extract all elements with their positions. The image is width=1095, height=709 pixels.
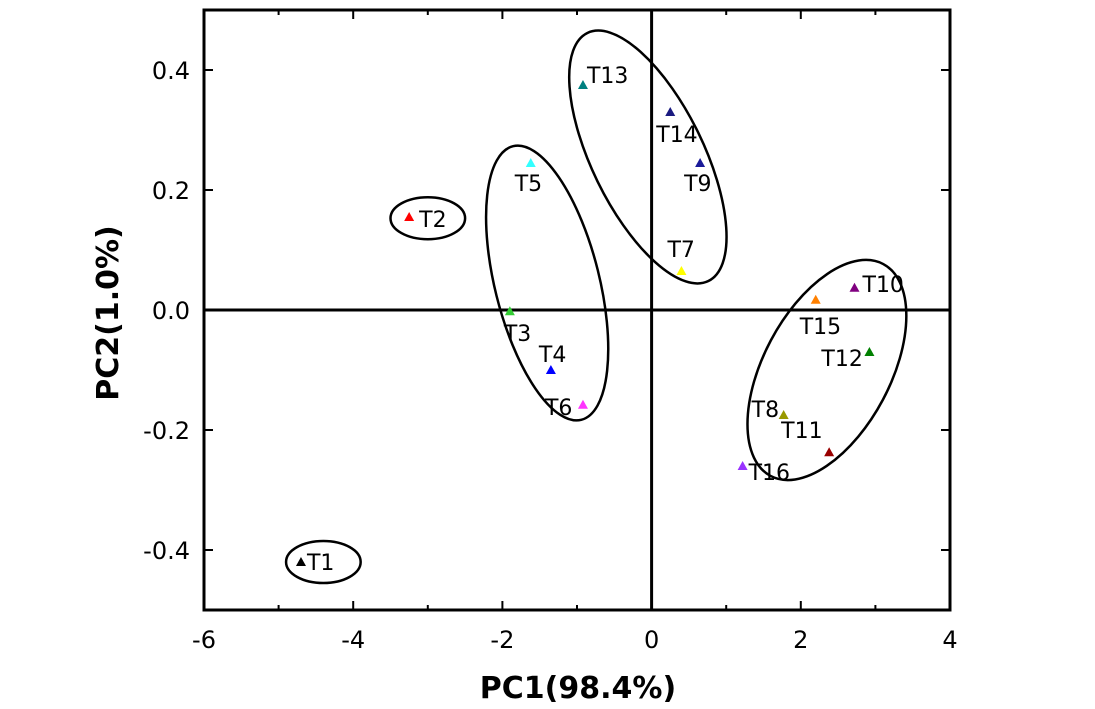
point-marker [404, 212, 415, 221]
group-ellipse [746, 258, 908, 482]
point-label: T2 [418, 208, 446, 233]
point-marker [737, 461, 748, 470]
x-tick-label: 4 [942, 626, 957, 654]
point-label: T13 [586, 64, 628, 89]
point-label: T4 [538, 343, 566, 368]
axis-ticks: -6 -4 -2 0 2 4 -0.4 -0.2 0.0 0.2 0.4 [143, 10, 958, 654]
group-ellipse [284, 539, 362, 585]
y-axis-title: PC2(1.0%) [91, 225, 126, 401]
x-tick-label: -2 [490, 626, 514, 654]
y-tick-label: 0.4 [152, 57, 190, 85]
point-marker [577, 399, 588, 409]
point-label: T9 [683, 172, 711, 197]
x-axis-title: PC1(98.4%) [480, 671, 676, 706]
x-tick-label: -4 [341, 626, 365, 654]
point-label: T5 [514, 172, 542, 197]
point-label: T16 [748, 461, 790, 486]
point-marker [676, 266, 687, 275]
point-label: T1 [306, 551, 334, 576]
point-marker [665, 107, 676, 116]
y-tick-label: -0.4 [143, 537, 190, 565]
point-label: T12 [820, 347, 862, 372]
data-points [295, 80, 875, 566]
point-marker [295, 557, 306, 566]
group-ellipses [284, 29, 908, 585]
point-label: T15 [799, 315, 841, 340]
point-label: T3 [503, 322, 531, 347]
point-marker [849, 282, 860, 292]
point-marker [525, 158, 536, 167]
point-marker [864, 347, 875, 356]
point-marker [778, 410, 789, 419]
point-marker [504, 306, 515, 316]
point-label: T7 [666, 238, 694, 263]
point-label: T10 [862, 273, 904, 298]
point-marker [545, 365, 556, 374]
x-tick-label: -6 [192, 626, 216, 654]
point-labels: T1 T2 T3 T4 T5 T6 T7 T8 T9 T10 T11 T12 T13 T14 T15 T16 [306, 64, 904, 576]
point-label: T11 [780, 419, 822, 444]
plot-frame [202, 8, 952, 612]
group-ellipse [567, 29, 728, 285]
point-marker [695, 158, 706, 167]
y-tick-label: 0.0 [152, 297, 190, 325]
point-marker [810, 294, 821, 304]
group-ellipse [484, 144, 610, 422]
x-tick-label: 2 [793, 626, 808, 654]
point-label: T8 [751, 398, 779, 423]
y-tick-label: 0.2 [152, 177, 190, 205]
point-label: T14 [655, 123, 697, 148]
y-tick-label: -0.2 [143, 417, 190, 445]
point-marker [577, 80, 588, 89]
group-ellipse [389, 195, 467, 241]
point-label: T6 [544, 396, 572, 421]
x-tick-label: 0 [644, 626, 659, 654]
point-marker [824, 447, 835, 457]
